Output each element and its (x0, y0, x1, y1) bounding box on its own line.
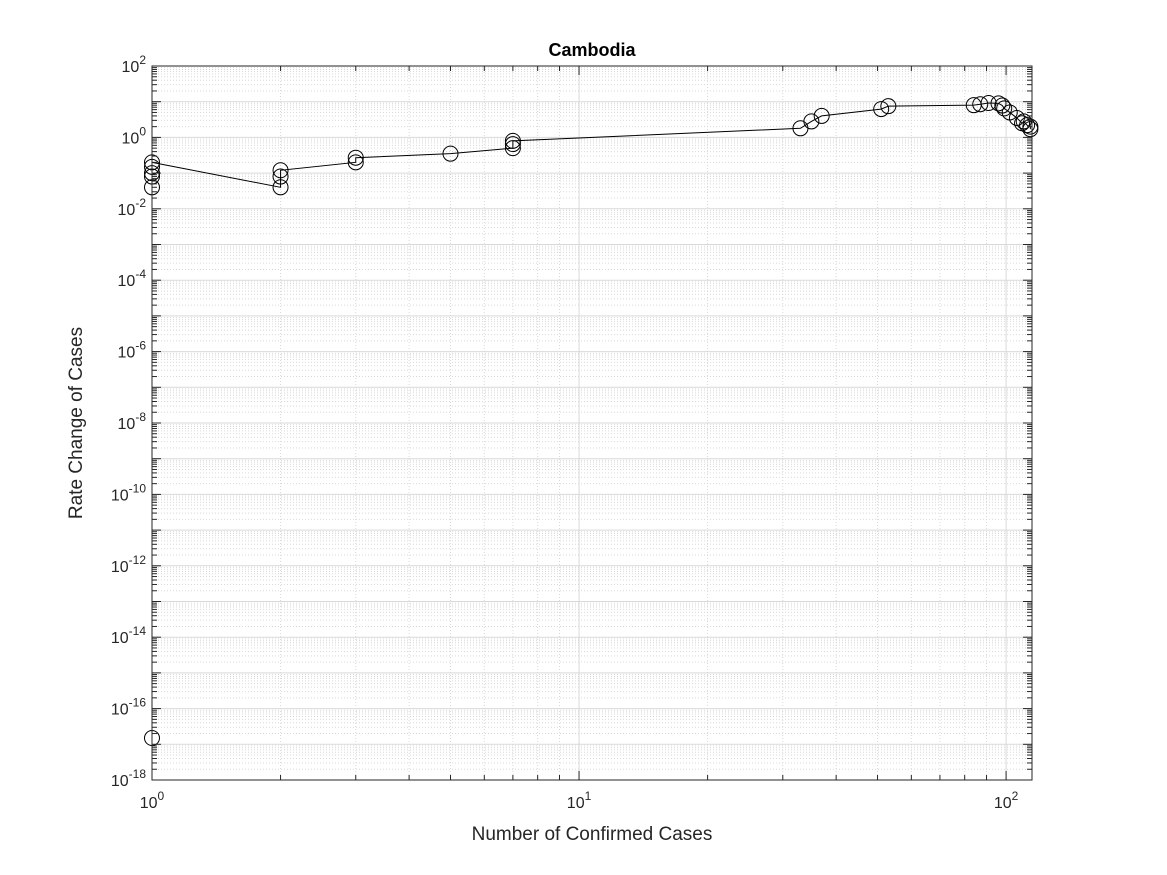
y-tick-label: 10-18 (111, 767, 146, 790)
data-point-marker (880, 98, 897, 115)
y-axis-label: Rate Change of Cases (66, 327, 87, 519)
data-point-marker (272, 168, 289, 185)
data-point-marker (990, 95, 1007, 112)
data-point-marker (1022, 121, 1039, 138)
series-line (151, 102, 1031, 739)
x-tick-label: 100 (140, 789, 165, 812)
data-point-marker (272, 179, 289, 196)
y-tick-label: 10-6 (118, 339, 147, 362)
y-tick-label: 10-8 (118, 410, 147, 433)
data-point-marker (272, 162, 289, 179)
data-point-marker (980, 94, 997, 111)
y-tick-label: 10-16 (111, 696, 146, 719)
y-tick-label: 10-4 (118, 267, 147, 290)
data-point-marker (803, 113, 820, 130)
data-point-marker (996, 100, 1013, 117)
x-tick-label: 101 (567, 789, 592, 812)
y-tick-label: 10-10 (111, 481, 146, 504)
y-tick-label: 102 (122, 53, 147, 76)
x-tick-label: 102 (994, 789, 1019, 812)
data-point-marker (347, 149, 364, 166)
data-point-marker (442, 145, 459, 162)
y-tick-label: 100 (122, 124, 147, 147)
data-point-marker (504, 136, 521, 153)
y-tick-label: 10-14 (111, 624, 146, 647)
chart-title: Cambodia (548, 40, 636, 60)
data-point-marker (972, 96, 989, 113)
data-point-marker (1019, 117, 1036, 134)
data-point-marker (813, 107, 830, 124)
data-point-marker (347, 154, 364, 171)
y-tick-label: 10-2 (118, 196, 147, 219)
tick-labels: 100 101 102 10-18 10-16 10-14 10-12 10-10 10-8 10… (111, 53, 1019, 812)
y-tick-label: 10-12 (111, 553, 146, 576)
x-axis-label: Number of Confirmed Cases (472, 824, 713, 845)
data-point-marker (873, 101, 890, 118)
data-point-marker (504, 140, 521, 157)
data-point-marker (504, 132, 521, 149)
major-grid (151, 65, 1032, 781)
ticks (151, 65, 1032, 781)
